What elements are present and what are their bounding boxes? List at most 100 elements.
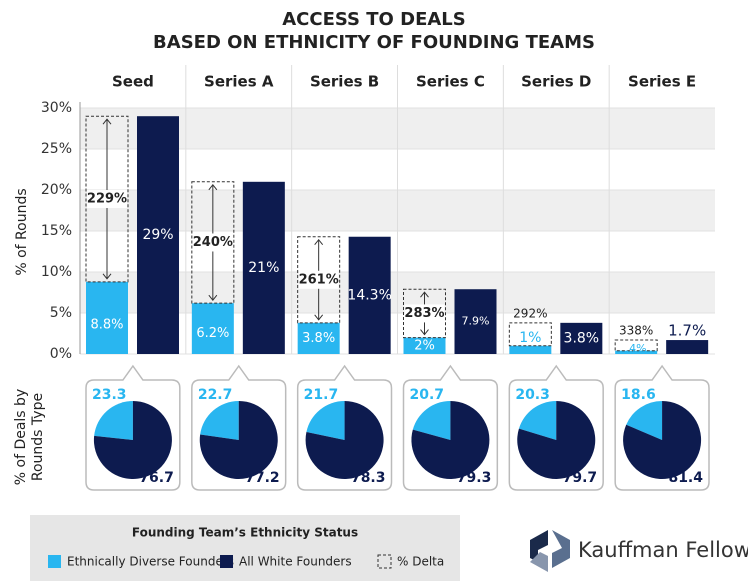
arrow-head: [314, 238, 324, 246]
bar: [86, 281, 128, 354]
bar: [666, 340, 709, 354]
delta-label: 338%: [619, 324, 653, 338]
bar: [615, 350, 658, 354]
x-tick-label: Seed: [112, 73, 154, 91]
y-tick-label: 5%: [50, 305, 72, 321]
delta-label: 283%: [404, 306, 444, 321]
value-label: 8.8%: [90, 318, 123, 333]
pie-label: 20.3: [515, 387, 550, 403]
value-label: 2%: [414, 338, 435, 353]
value-label: 1.7%: [668, 322, 706, 340]
y-tick-label: 0%: [50, 346, 72, 362]
pie-slice: [306, 401, 345, 440]
bar: [509, 345, 552, 354]
pie-slice: [626, 401, 663, 440]
delta-box: [297, 236, 341, 324]
delta-box: [85, 115, 129, 283]
y-tick-label: 20%: [41, 182, 72, 198]
delta-box: [508, 322, 552, 347]
x-tick-label: Series D: [521, 73, 591, 91]
legend-swatch: [377, 554, 392, 569]
pie-label: 79.3: [457, 470, 492, 486]
x-tick-label: Series A: [204, 73, 274, 91]
value-label: 3.8%: [564, 330, 600, 346]
pie-slice: [623, 401, 702, 480]
value-label: 21%: [248, 260, 279, 276]
chart-subtitle: BASED ON ETHNICITY OF FOUNDING TEAMS: [153, 32, 595, 53]
delta-box: [403, 288, 446, 339]
pie-label: 18.6: [621, 387, 656, 403]
arrow-head: [420, 291, 429, 298]
pie-slice: [412, 401, 451, 440]
pie-label: 21.7: [304, 387, 339, 403]
delta-label-bg: [404, 304, 445, 323]
legend-swatch: [220, 555, 233, 568]
pie-label: 78.3: [351, 470, 386, 486]
pie-slice: [94, 401, 133, 440]
pie-axis-label: % of Deals by Rounds Type: [13, 388, 46, 486]
legend-box: [30, 515, 460, 581]
brand: Kauffman Fellows: [578, 538, 748, 562]
logo-icon: [530, 530, 570, 572]
delta-label-bg: [87, 190, 127, 209]
pie-label: 76.7: [139, 470, 174, 486]
value-label: 3.8%: [302, 331, 335, 346]
bar: [403, 337, 446, 354]
value-label: 7.9%: [462, 315, 490, 328]
value-label: 6.2%: [196, 326, 229, 341]
bar: [560, 322, 603, 354]
pie-label: 79.7: [563, 470, 598, 486]
x-tick-label: Series E: [628, 73, 696, 91]
delta-label-bg: [298, 270, 339, 289]
y-tick-label: 25%: [41, 141, 72, 157]
bar: [242, 181, 285, 354]
arrow-head: [102, 118, 112, 125]
pie-slice: [305, 401, 384, 479]
x-tick-label: Series B: [310, 73, 379, 91]
arrow-head: [102, 273, 112, 280]
delta-label: 292%: [513, 306, 547, 320]
legend-label: % Delta: [397, 555, 444, 569]
y-tick-label: 15%: [41, 223, 72, 239]
legend-label: All White Founders: [239, 555, 352, 569]
delta-label-bg: [192, 233, 233, 252]
pie-label: 81.4: [668, 470, 703, 486]
arrow-head: [314, 314, 324, 321]
arrow-head: [420, 329, 429, 336]
legend-swatch: [48, 555, 61, 568]
bar: [137, 116, 179, 354]
pie-label: 20.7: [410, 387, 445, 403]
legend-label: Ethnically Diverse Founders: [67, 555, 234, 569]
y-axis-label: % of Rounds: [14, 188, 30, 275]
pie-label: 22.7: [198, 387, 233, 403]
delta-label: 229%: [87, 192, 127, 207]
pie-label: 77.2: [245, 470, 280, 486]
pie-slice: [411, 401, 490, 479]
delta-box: [191, 181, 235, 304]
chart-title: ACCESS TO DEALS: [282, 9, 465, 30]
value-label: 29%: [142, 227, 173, 243]
arrow-head: [208, 183, 218, 191]
pie-label: 23.3: [92, 387, 127, 403]
y-tick-label: 30%: [41, 100, 72, 116]
pie-slice: [199, 401, 278, 480]
bar: [191, 303, 234, 354]
delta-box: [614, 339, 658, 352]
pie-slice: [200, 401, 239, 440]
pie-slice: [518, 401, 557, 440]
bar: [454, 289, 497, 354]
value-label: 1%: [519, 330, 541, 346]
x-tick-label: Series C: [416, 73, 485, 91]
delta-label: 261%: [299, 272, 339, 287]
grid: [80, 65, 715, 355]
value-label: .4%: [626, 342, 647, 355]
bar: [297, 322, 340, 354]
legend-title: Founding Team’s Ethnicity Status: [132, 526, 358, 540]
bar: [348, 236, 391, 354]
pie-slice: [517, 401, 596, 479]
arrow-head: [208, 294, 218, 301]
value-label: 14.3%: [347, 287, 391, 303]
y-tick-label: 10%: [41, 264, 72, 280]
